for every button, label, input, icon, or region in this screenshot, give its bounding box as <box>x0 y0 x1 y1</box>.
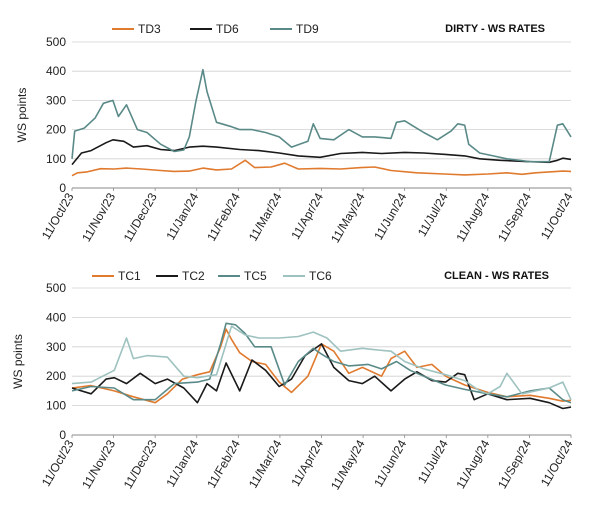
series-line-td6 <box>71 139 572 166</box>
y-tick-label: 300 <box>46 340 66 354</box>
x-tick-label: 11/Dec/23 <box>121 437 160 491</box>
dirty-ws-rates-chart: 0 100 200 300 400 500 WS points 11/Oct/23 11/Nov… <box>15 22 576 245</box>
y-tick-label: 200 <box>46 369 66 383</box>
chart-title: CLEAN - WS RATES <box>444 270 549 282</box>
x-tick-label: 11/Dec/23 <box>121 190 160 244</box>
x-tick-label: 11/Mar/24 <box>246 437 285 490</box>
x-tick-label: 11/May/24 <box>328 190 368 245</box>
x-tick-label: 11/Feb/24 <box>204 190 243 243</box>
x-tick-label: 11/Oct/23 <box>39 437 77 489</box>
series-line-td3 <box>71 159 572 177</box>
y-tick-label: 500 <box>46 35 66 49</box>
y-tick-label: 300 <box>46 93 66 107</box>
x-tick-label: 11/Jan/24 <box>163 190 201 242</box>
legend-label-tc2: TC2 <box>182 269 205 283</box>
x-tick-label: 11/Oct/24 <box>538 190 576 242</box>
y-tick-label: 500 <box>46 281 66 295</box>
x-tick-label: 11/Aug/24 <box>453 437 492 491</box>
series-line-td9 <box>71 68 572 163</box>
y-axis-label: WS points <box>11 334 25 389</box>
x-tick-label: 11/Jul/24 <box>415 190 451 239</box>
x-tick-label: 11/Nov/23 <box>79 437 118 491</box>
series-line-tc6 <box>71 325 572 401</box>
x-tick-label: 11/Mar/24 <box>246 190 285 243</box>
x-tick-label: 11/Apr/24 <box>288 437 326 489</box>
legend-label-tc1: TC1 <box>118 269 141 283</box>
clean-ws-rates-chart: 0 100 200 300 400 500 WS points 11/Oct/23 11/Nov… <box>11 269 576 492</box>
x-tick-label: 11/Jun/24 <box>371 437 409 489</box>
y-axis-label: WS points <box>15 88 29 143</box>
series-line-tc5 <box>71 322 572 404</box>
x-tick-label: 11/Oct/24 <box>538 437 576 489</box>
x-tick-label: 11/Feb/24 <box>204 437 243 490</box>
x-tick-label: 11/Sep/24 <box>495 190 534 244</box>
legend-label-tc6: TC6 <box>309 269 332 283</box>
x-tick-label: 11/Jan/24 <box>163 437 201 489</box>
y-tick-label: 400 <box>46 64 66 78</box>
x-tick-label: 11/Apr/24 <box>288 190 326 242</box>
x-tick-label: 11/Oct/23 <box>39 190 77 242</box>
y-tick-label: 100 <box>46 152 66 166</box>
y-tick-label: 400 <box>46 310 66 324</box>
y-tick-label: 0 <box>59 181 66 195</box>
legend-label-td9: TD9 <box>296 22 319 36</box>
y-tick-label: 200 <box>46 123 66 137</box>
x-tick-label: 11/May/24 <box>328 437 368 492</box>
x-tick-label: 11/Nov/23 <box>79 190 118 244</box>
series-line-tc1 <box>71 328 572 404</box>
x-tick-label: 11/Jul/24 <box>415 437 451 486</box>
y-tick-label: 0 <box>59 428 66 442</box>
x-tick-label: 11/Aug/24 <box>453 190 492 244</box>
x-tick-label: 11/Jun/24 <box>371 190 409 242</box>
x-tick-label: 11/Sep/24 <box>495 437 534 491</box>
legend-label-td6: TD6 <box>216 22 239 36</box>
legend-label-td3: TD3 <box>138 22 161 36</box>
series-line-tc2 <box>71 343 572 410</box>
y-tick-label: 100 <box>46 399 66 413</box>
chart-title: DIRTY - WS RATES <box>445 23 545 35</box>
legend-label-tc5: TC5 <box>244 269 267 283</box>
